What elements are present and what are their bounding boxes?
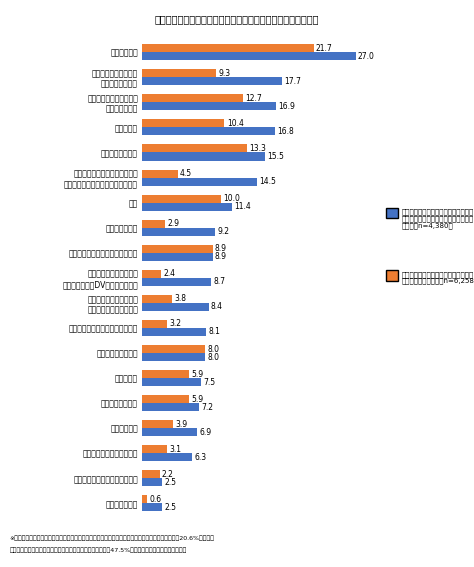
Bar [142,177,257,185]
Text: 6.3: 6.3 [194,453,207,462]
Bar [142,194,221,202]
Text: 2.2: 2.2 [162,470,174,479]
Text: 3.2: 3.2 [170,319,182,328]
Text: 孤独感が「しばしばある・常にある」: 孤独感が「しばしばある・常にある」 [401,209,474,215]
Bar [142,320,167,328]
Bar [142,202,232,211]
Text: 21.7: 21.7 [316,44,333,53]
Bar [142,120,224,128]
Bar [142,245,212,253]
Bar [142,69,216,77]
Text: 8.7: 8.7 [213,277,225,286]
Bar [142,228,215,236]
Text: い」とほ回答した人（n=6,258）: い」とほ回答した人（n=6,258） [401,278,474,285]
Text: してない」または「ほとんどない」と回答した人の無回答（47.5%）は、グラフから省略している。: してない」または「ほとんどない」と回答した人の無回答（47.5%）は、グラフから… [9,547,187,553]
Text: 11.4: 11.4 [235,202,251,211]
Text: 17.7: 17.7 [284,77,301,86]
Text: 2.9: 2.9 [167,219,180,228]
Text: 3.9: 3.9 [175,420,188,429]
Text: 9.2: 9.2 [217,227,229,236]
Bar [142,219,165,228]
Text: 6.9: 6.9 [199,428,211,437]
Text: 「時々ある」「たまにある」と回答し: 「時々ある」「たまにある」と回答し [401,215,474,222]
Text: 孤独感が「決してない」「ほとんどな: 孤独感が「決してない」「ほとんどな [401,271,474,278]
Bar [142,278,211,286]
Bar [142,378,201,386]
Bar [142,345,205,353]
Text: た人　（n=4,380）: た人 （n=4,380） [401,222,453,229]
Text: 3.8: 3.8 [174,294,187,303]
Bar [142,353,205,361]
Text: 0.6: 0.6 [149,495,162,504]
Bar [142,128,275,136]
Text: 5.9: 5.9 [191,395,203,404]
Bar [142,303,209,311]
Bar [142,503,162,511]
Text: 8.0: 8.0 [208,345,220,353]
Text: 10.4: 10.4 [227,119,244,128]
Bar [142,328,206,336]
Text: ※孤独感が「しばしばある・常にある」「時々ある」または「たまにある」と回答した人の無回答（20.6%）、「決: ※孤独感が「しばしばある・常にある」「時々ある」または「たまにある」と回答した人… [9,536,214,541]
Text: 8.0: 8.0 [208,353,220,362]
Bar [142,77,282,85]
Bar [142,94,243,103]
Text: 13.3: 13.3 [250,144,266,153]
Text: 2.5: 2.5 [164,478,176,487]
Text: 8.1: 8.1 [209,328,220,336]
Bar [142,395,189,403]
Text: 14.5: 14.5 [259,177,276,186]
Text: 図６　現在の孤独感に影響を与えたと思う出来事（複数回答）: 図６ 現在の孤独感に影響を与えたと思う出来事（複数回答） [155,14,319,24]
Text: 8.4: 8.4 [211,302,223,311]
Text: 4.5: 4.5 [180,169,192,178]
Bar [142,145,247,153]
Text: 10.0: 10.0 [224,194,240,203]
Text: 2.4: 2.4 [164,269,175,278]
Bar [142,52,356,60]
Bar [142,44,314,52]
Bar [142,103,276,111]
Bar [142,153,264,160]
Text: 8.9: 8.9 [215,252,227,261]
Text: 9.3: 9.3 [218,69,230,78]
Text: 12.7: 12.7 [245,94,262,103]
Text: 5.9: 5.9 [191,370,203,379]
Text: 15.5: 15.5 [267,152,284,161]
Text: 2.5: 2.5 [164,503,176,512]
Text: 3.1: 3.1 [169,445,181,454]
Bar [142,471,160,479]
Bar [142,295,172,303]
Bar [142,170,178,177]
Bar [142,253,212,261]
Text: 7.2: 7.2 [201,403,213,412]
Bar [142,496,147,503]
Bar [142,445,167,453]
Bar [142,420,173,428]
Bar [142,270,161,278]
Text: 27.0: 27.0 [358,52,375,61]
Text: 16.8: 16.8 [277,127,294,136]
Bar [142,403,199,411]
Bar [142,479,162,486]
Text: 7.5: 7.5 [204,378,216,387]
Bar [142,370,189,378]
Text: 16.9: 16.9 [278,102,295,111]
Bar [142,428,197,436]
Bar [142,453,192,462]
Text: 8.9: 8.9 [215,244,227,253]
